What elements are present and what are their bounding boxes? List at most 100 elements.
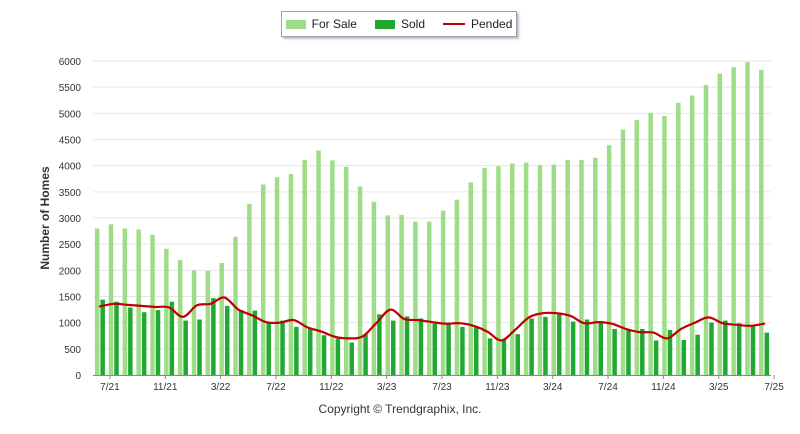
for-sale-bar[interactable] xyxy=(579,159,584,375)
for-sale-bar[interactable] xyxy=(523,162,529,375)
for-sale-bar[interactable] xyxy=(343,166,349,375)
sold-bar[interactable] xyxy=(653,340,659,375)
sold-bar[interactable] xyxy=(736,323,742,375)
sold-bar[interactable] xyxy=(681,339,687,375)
sold-bar[interactable] xyxy=(128,307,133,375)
sold-bar[interactable] xyxy=(114,301,119,375)
sold-bar[interactable] xyxy=(709,322,714,375)
sold-bar[interactable] xyxy=(543,316,548,375)
for-sale-bar[interactable] xyxy=(634,120,640,376)
sold-bar[interactable] xyxy=(501,339,507,375)
sold-bar[interactable] xyxy=(487,338,493,375)
for-sale-bar[interactable] xyxy=(440,210,446,375)
for-sale-bar[interactable] xyxy=(108,224,114,375)
for-sale-bar[interactable] xyxy=(593,157,598,375)
sold-bar[interactable] xyxy=(363,334,368,375)
for-sale-bar[interactable] xyxy=(565,159,570,375)
for-sale-bar[interactable] xyxy=(164,248,169,375)
sold-bar[interactable] xyxy=(377,314,382,375)
for-sale-bar[interactable] xyxy=(745,62,750,376)
sold-bar[interactable] xyxy=(183,320,188,375)
for-sale-bar[interactable] xyxy=(136,229,141,375)
sold-bar[interactable] xyxy=(307,327,313,375)
sold-bar[interactable] xyxy=(294,326,299,375)
sold-bar[interactable] xyxy=(723,320,728,375)
for-sale-bar[interactable] xyxy=(399,214,404,375)
for-sale-bar[interactable] xyxy=(510,163,515,375)
for-sale-bar[interactable] xyxy=(302,159,307,375)
for-sale-bar[interactable] xyxy=(662,115,667,375)
for-sale-bar[interactable] xyxy=(689,95,695,375)
sold-bar[interactable] xyxy=(141,312,147,375)
legend-item-sold[interactable]: Sold xyxy=(374,17,425,31)
legend-item-pended[interactable]: Pended xyxy=(443,17,512,31)
for-sale-bar[interactable] xyxy=(122,228,128,375)
sold-bar[interactable] xyxy=(169,301,175,375)
sold-bar[interactable] xyxy=(418,318,424,375)
sold-bar[interactable] xyxy=(100,299,105,375)
sold-bar[interactable] xyxy=(335,338,341,375)
for-sale-bar[interactable] xyxy=(717,73,723,375)
sold-bar[interactable] xyxy=(280,320,285,375)
sold-bar[interactable] xyxy=(764,332,770,375)
sold-bar[interactable] xyxy=(266,322,271,375)
sold-bar[interactable] xyxy=(238,310,244,375)
for-sale-bar[interactable] xyxy=(177,259,183,375)
for-sale-bar[interactable] xyxy=(427,221,432,375)
for-sale-bar[interactable] xyxy=(316,150,321,375)
for-sale-bar[interactable] xyxy=(703,85,709,375)
sold-bar[interactable] xyxy=(349,342,354,375)
sold-bar[interactable] xyxy=(474,326,479,375)
sold-bar[interactable] xyxy=(224,305,230,375)
sold-bar[interactable] xyxy=(252,310,258,375)
sold-bar[interactable] xyxy=(197,319,202,375)
for-sale-bar[interactable] xyxy=(191,270,197,375)
for-sale-bar[interactable] xyxy=(676,102,681,375)
sold-bar[interactable] xyxy=(750,326,756,375)
for-sale-bar[interactable] xyxy=(357,186,363,375)
for-sale-bar[interactable] xyxy=(648,112,653,375)
sold-bar[interactable] xyxy=(404,316,410,375)
sold-bar[interactable] xyxy=(667,329,673,375)
sold-bar[interactable] xyxy=(626,330,631,375)
for-sale-bar[interactable] xyxy=(482,167,487,375)
sold-bar[interactable] xyxy=(640,328,645,375)
for-sale-bar[interactable] xyxy=(288,174,294,375)
sold-bar[interactable] xyxy=(570,321,576,375)
sold-bar[interactable] xyxy=(432,323,438,375)
sold-bar[interactable] xyxy=(446,322,451,375)
for-sale-bar[interactable] xyxy=(537,165,543,375)
sold-bar[interactable] xyxy=(390,320,396,375)
for-sale-bar[interactable] xyxy=(219,263,224,375)
sold-bar[interactable] xyxy=(515,334,521,375)
legend-item-for-sale[interactable]: For Sale xyxy=(285,17,357,31)
sold-bar[interactable] xyxy=(598,322,604,375)
for-sale-bar[interactable] xyxy=(468,182,474,375)
for-sale-bar[interactable] xyxy=(551,164,557,375)
for-sale-bar[interactable] xyxy=(205,270,211,375)
for-sale-bar[interactable] xyxy=(385,215,390,375)
for-sale-bar[interactable] xyxy=(731,67,736,375)
for-sale-bar[interactable] xyxy=(454,199,460,375)
for-sale-bar[interactable] xyxy=(330,160,335,375)
for-sale-bar[interactable] xyxy=(496,166,501,375)
sold-bar[interactable] xyxy=(211,298,216,375)
sold-bar[interactable] xyxy=(321,335,327,375)
for-sale-bar[interactable] xyxy=(94,228,100,375)
for-sale-bar[interactable] xyxy=(413,221,418,375)
sold-bar[interactable] xyxy=(612,328,617,375)
for-sale-bar[interactable] xyxy=(260,184,266,375)
sold-bar[interactable] xyxy=(155,310,161,375)
for-sale-bar[interactable] xyxy=(247,203,252,375)
for-sale-bar[interactable] xyxy=(274,177,280,375)
sold-bar[interactable] xyxy=(557,314,562,375)
sold-bar[interactable] xyxy=(529,318,534,375)
for-sale-bar[interactable] xyxy=(606,145,612,375)
sold-bar[interactable] xyxy=(695,334,700,375)
sold-bar[interactable] xyxy=(584,319,590,375)
for-sale-bar[interactable] xyxy=(150,234,155,375)
sold-bar[interactable] xyxy=(460,326,465,375)
for-sale-bar[interactable] xyxy=(759,69,764,375)
for-sale-bar[interactable] xyxy=(371,201,377,375)
for-sale-bar[interactable] xyxy=(620,129,626,375)
